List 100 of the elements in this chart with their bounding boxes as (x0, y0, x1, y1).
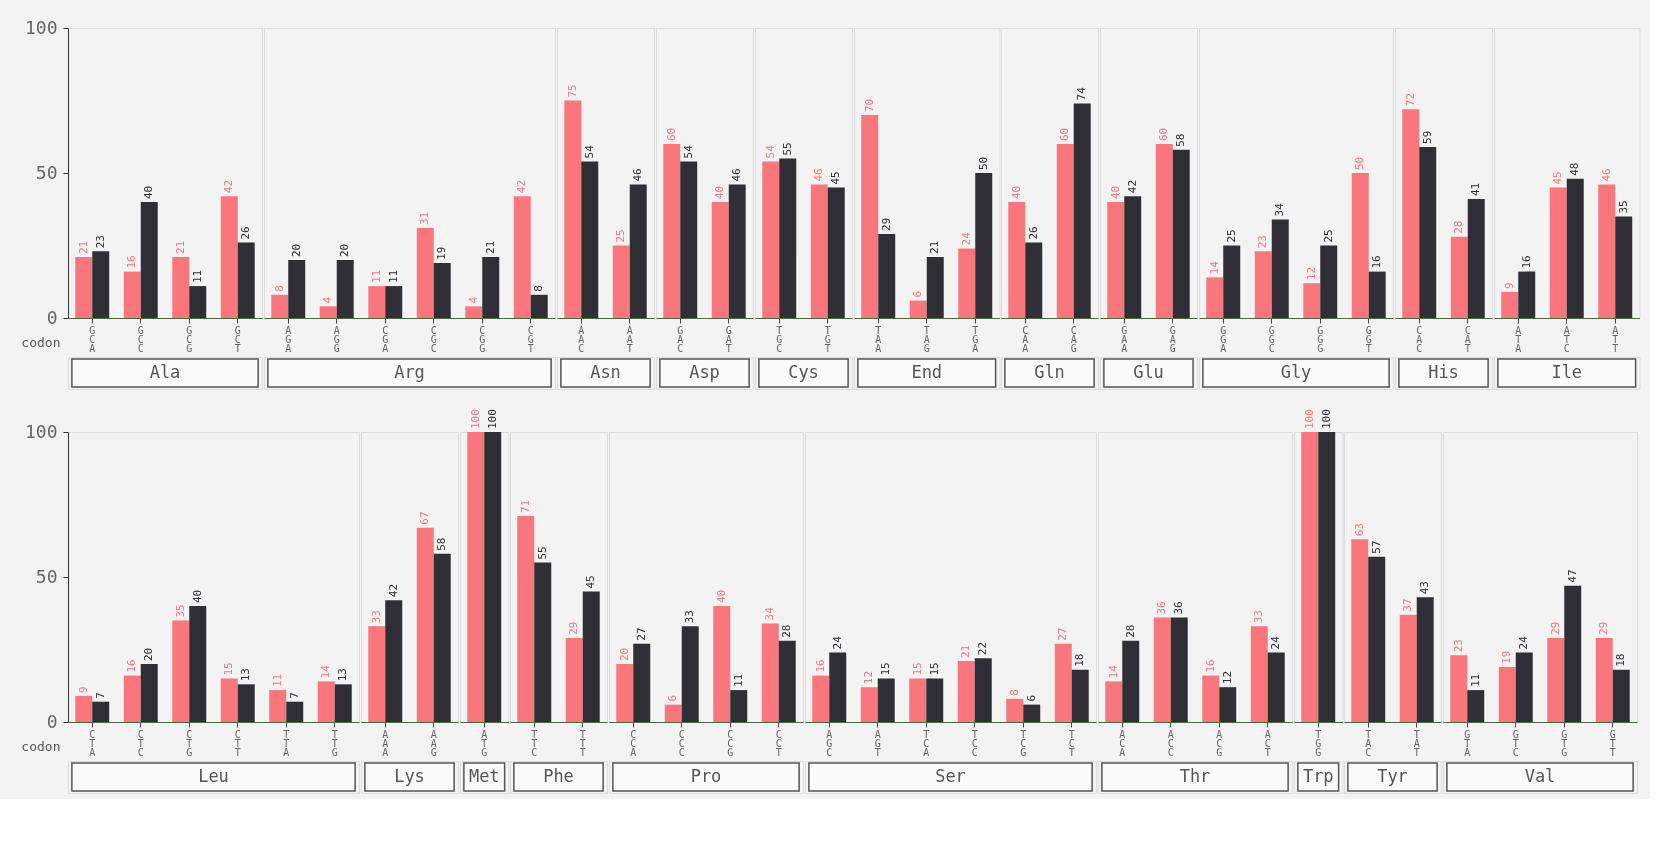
bar (1518, 271, 1536, 318)
x-axis-title: His (1428, 362, 1459, 382)
x-tick-label: AGA (285, 324, 292, 354)
bar (75, 257, 93, 318)
x-axis-title: Asn (590, 362, 621, 382)
bar (288, 260, 306, 318)
data-label: 28 (1123, 624, 1137, 638)
text: codon (21, 738, 61, 754)
bar (633, 643, 651, 722)
data-label: 11 (270, 673, 284, 688)
y-tick-label: 100 (24, 420, 58, 442)
bar (958, 248, 976, 318)
bar (189, 286, 207, 318)
bar (827, 187, 845, 318)
data-label: 23 (1451, 639, 1465, 653)
x-axis-title: Ser (935, 766, 966, 786)
x-tick-label: AAC (578, 324, 585, 354)
bar (1612, 669, 1630, 722)
data-label: 7 (93, 692, 107, 699)
data-label: 8 (532, 285, 546, 292)
data-label: 4 (321, 296, 335, 304)
data-label: 16 (1519, 255, 1533, 269)
bar (1223, 245, 1241, 318)
data-label: 40 (714, 589, 728, 603)
data-label: 21 (959, 644, 973, 659)
bar (861, 115, 879, 318)
x-tick-label: GCC (137, 324, 144, 354)
data-label: 26 (1026, 226, 1040, 240)
x-tick-label: GCT (234, 324, 241, 354)
bar (368, 286, 386, 318)
data-label: 13 (336, 668, 350, 682)
bar (1250, 626, 1268, 722)
x-tick-label: ACT (1264, 728, 1271, 758)
bar (1025, 242, 1043, 318)
x-tick-label: GTA (1464, 728, 1471, 758)
y-tick-label: 100 (24, 16, 58, 38)
y-tick-label: 50 (35, 161, 58, 183)
x-tick-label: GAG (1169, 324, 1176, 354)
bar (730, 690, 748, 722)
data-label: 21 (483, 240, 497, 255)
x-axis-title: Glu (1133, 362, 1164, 382)
data-label: 63 (1352, 523, 1366, 537)
bar (812, 675, 830, 722)
data-label: 28 (780, 624, 794, 638)
x-axis-title: Lys (394, 766, 425, 786)
data-label: 20 (338, 243, 352, 257)
data-label: 15 (927, 662, 941, 676)
x-tick-label: GTC (1512, 728, 1519, 758)
data-label: 14 (1106, 664, 1120, 679)
data-label: 24 (830, 635, 844, 650)
bar (482, 257, 500, 318)
data-label: 12 (862, 670, 876, 685)
data-label: 12 (1304, 266, 1318, 281)
data-label: 45 (829, 171, 843, 185)
data-label: 27 (1056, 627, 1070, 641)
data-label: 8 (272, 285, 286, 292)
bar (565, 637, 583, 722)
x-tick-label: AGT (874, 728, 881, 758)
bar (1267, 652, 1285, 722)
data-label: 6 (1024, 694, 1038, 702)
bar (1071, 669, 1089, 722)
x-tick-label: AAA (382, 728, 389, 758)
bar (1351, 539, 1369, 722)
bar (711, 202, 729, 318)
x-tick-label: ACG (1216, 728, 1223, 758)
bar (1467, 199, 1485, 318)
bar (271, 294, 289, 318)
bar (220, 678, 238, 722)
data-label: 25 (1321, 229, 1335, 243)
bar (220, 196, 238, 318)
x-tick-label: CAT (1464, 324, 1471, 354)
x-tick-label: TGC (776, 324, 783, 354)
data-label: 40 (1009, 185, 1023, 199)
bar (368, 626, 386, 722)
x-axis-title: Phe (543, 766, 574, 786)
x-tick-label: TTG (331, 728, 338, 758)
bar (1515, 652, 1533, 722)
x-axis-title: End (911, 362, 943, 382)
bar (172, 620, 190, 722)
x-axis-title: Arg (394, 362, 425, 382)
x-axis-title: Thr (1179, 766, 1211, 786)
x-axis-title: Asp (689, 362, 720, 382)
bar (123, 271, 141, 318)
data-label: 18 (1073, 653, 1087, 667)
data-label: 72 (1403, 92, 1417, 107)
bar (878, 233, 896, 318)
data-label: 18 (1614, 653, 1628, 667)
bar (140, 664, 158, 722)
x-tick-label: GGA (1220, 324, 1227, 354)
data-label: 12 (1220, 670, 1234, 685)
bar (1450, 655, 1468, 722)
data-label: 42 (1125, 179, 1139, 194)
data-label: 11 (386, 269, 400, 284)
bar (1219, 687, 1237, 722)
data-label: 29 (567, 621, 581, 635)
bar (530, 294, 548, 318)
data-label: 74 (1075, 86, 1089, 101)
bar (336, 260, 354, 318)
x-axis-title: Tyr (1377, 766, 1408, 786)
data-label: 59 (1420, 130, 1434, 144)
